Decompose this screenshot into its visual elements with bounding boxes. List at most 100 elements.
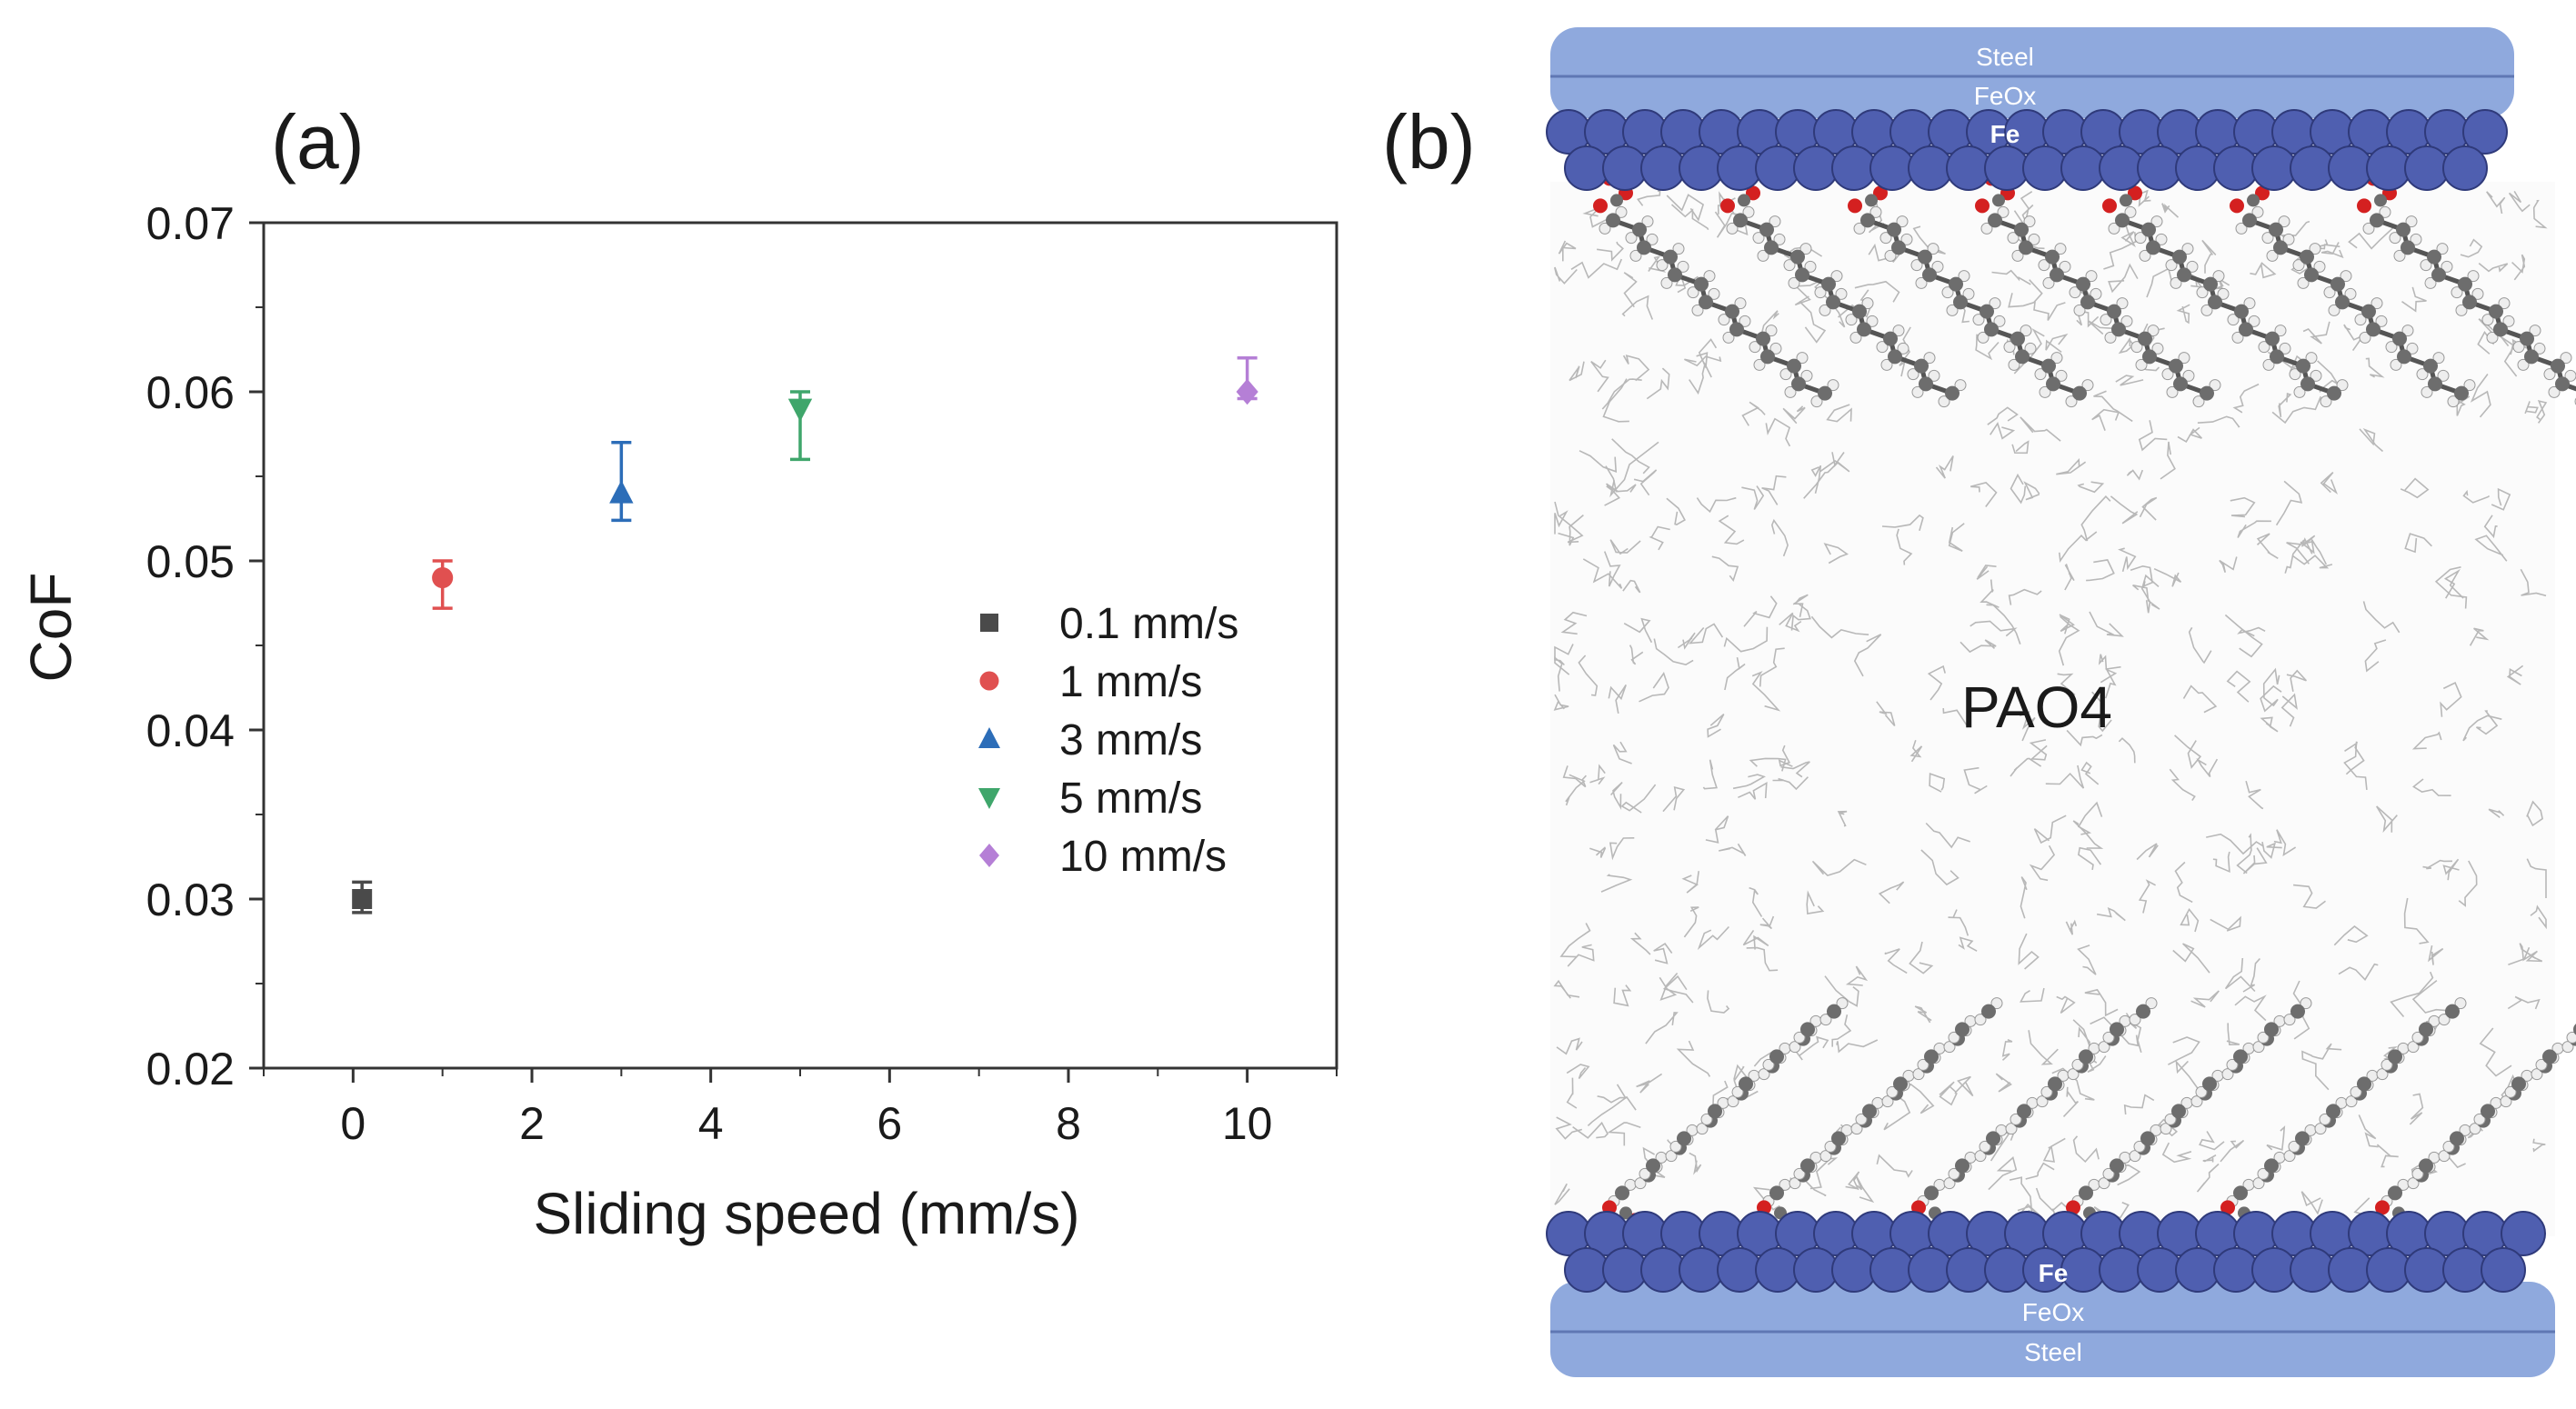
lubricant-chain <box>1697 925 1729 951</box>
fe-atom <box>1640 145 1686 191</box>
fe-atom <box>2442 145 2488 191</box>
oxygen-atom <box>2220 1200 2235 1215</box>
lubricant-chain <box>1603 551 1621 587</box>
hydrogen-atom <box>2098 1177 2110 1190</box>
hydrogen-atom <box>1641 215 1654 228</box>
hydrogen-atom <box>1742 205 1755 218</box>
lubricant-chain <box>2010 473 2027 505</box>
lubricant-chain <box>2278 393 2292 418</box>
lubricant-chain <box>2020 987 2045 1003</box>
hydrogen-atom <box>2042 276 2055 289</box>
lubricant-chain <box>2140 574 2160 614</box>
hydrogen-atom <box>1804 260 1817 273</box>
hydrogen-atom <box>2438 1014 2451 1026</box>
fe-atom <box>2099 1247 2144 1293</box>
hydrogen-atom <box>1758 1068 1770 1081</box>
hydrogen-atom <box>1915 276 1928 289</box>
hydrogen-atom <box>1762 1058 1775 1071</box>
lubricant-chain <box>2458 860 2478 907</box>
fe-atom <box>1755 1247 1800 1293</box>
hydrogen-atom <box>2170 276 2182 289</box>
lubricant-chain <box>1738 781 1768 800</box>
hydrogen-atom <box>1972 314 1985 326</box>
fe-atom <box>2328 145 2373 191</box>
hydrogen-atom <box>1788 276 1800 289</box>
hydrogen-atom <box>2024 342 2037 355</box>
hydrogen-atom <box>1900 233 1913 245</box>
carbon-atom <box>1615 1185 1629 1201</box>
hydrogen-atom <box>2124 205 2137 218</box>
lubricant-chain <box>1554 1183 1570 1205</box>
carbon-atom <box>2388 1049 2402 1064</box>
hydrogen-atom <box>2543 368 2556 381</box>
lubricant-chain <box>1612 741 1632 764</box>
hydrogen-atom <box>1958 270 1970 283</box>
lubricant-chain <box>1633 469 1658 496</box>
lubricant-chain <box>2507 995 2541 1010</box>
carbon-atom <box>2233 1185 2248 1201</box>
carbon-atom <box>2046 376 2060 392</box>
carbon-atom <box>2172 249 2187 265</box>
lubricant-chain <box>2190 990 2220 1008</box>
hydrogen-atom <box>2447 395 2460 408</box>
fe-atom <box>2175 1247 2220 1293</box>
lubricant-chain <box>2062 1086 2079 1117</box>
hydrogen-atom <box>2217 287 2230 300</box>
lubricant-chain <box>2042 1137 2066 1163</box>
lubricant-chain <box>1798 1035 1829 1057</box>
hydrogen-atom <box>2314 1123 2327 1135</box>
lubricant-chain <box>2483 515 2498 539</box>
hydrogen-atom <box>2130 341 2143 354</box>
lubricant-chain <box>2275 480 2303 526</box>
hydrogen-atom <box>1796 352 1809 365</box>
lubricant-chain <box>1705 815 1729 844</box>
y-tick-label: 0.07 <box>146 198 235 249</box>
hydrogen-atom <box>2020 325 2032 337</box>
y-tick-label: 0.06 <box>146 367 235 418</box>
legend-marker <box>980 614 998 632</box>
carbon-atom <box>2048 1076 2062 1092</box>
lubricant-chain <box>2443 568 2464 599</box>
hydrogen-atom <box>1980 222 1993 235</box>
hydrogen-atom <box>1749 341 1761 354</box>
fe-atom <box>1564 145 1609 191</box>
lubricant-chain <box>1609 837 1635 861</box>
hydrogen-atom <box>1672 243 1685 255</box>
lubricant-chain <box>1653 943 1673 964</box>
hydrogen-atom <box>2054 243 2067 255</box>
hydrogen-atom <box>2473 1113 2486 1125</box>
hydrogen-atom <box>2566 1031 2576 1044</box>
hydrogen-atom <box>2050 352 2063 365</box>
lubricant-chain <box>1556 1037 1583 1055</box>
carbon-atom <box>1769 1185 1784 1201</box>
hydrogen-atom <box>1810 395 1823 408</box>
lubricant-chain <box>2168 1036 2200 1065</box>
lubricant-chain <box>1960 639 1997 654</box>
hydrogen-atom <box>1700 1113 1713 1125</box>
hydrogen-atom <box>2512 341 2525 354</box>
hydrogen-atom <box>2350 1085 2362 1098</box>
y-axis: 0.02 0.03 0.04 0.05 0.06 0.07 <box>146 198 264 1094</box>
carbon-atom <box>1924 1185 1939 1201</box>
carbon-atom <box>1619 1206 1632 1220</box>
carbon-atom <box>2079 1049 2093 1064</box>
y-tick-label: 0.04 <box>146 705 235 756</box>
hydrogen-atom <box>1974 1150 1987 1163</box>
hydrogen-atom <box>2517 358 2530 371</box>
lubricant-chain <box>1645 1012 1679 1044</box>
carbon-atom <box>2010 331 2025 346</box>
lubricant-chain <box>2286 669 2307 692</box>
lubricant-chain <box>1677 632 1696 650</box>
data-points <box>352 356 1258 914</box>
lubricant-chain <box>1646 367 1670 400</box>
lubricant-chain <box>2348 226 2395 250</box>
hydrogen-atom <box>1943 1041 1956 1054</box>
hydrogen-atom <box>2432 352 2445 365</box>
lubricant-chain <box>2520 568 2547 597</box>
hydrogen-atom <box>2028 233 2040 245</box>
lubricant-chain <box>2118 737 2136 764</box>
top-steel-label: Steel <box>1976 43 2034 71</box>
lubricant-chain <box>2411 731 2442 750</box>
carbon-atom <box>2120 194 2132 207</box>
carbon-atom <box>2458 276 2472 292</box>
